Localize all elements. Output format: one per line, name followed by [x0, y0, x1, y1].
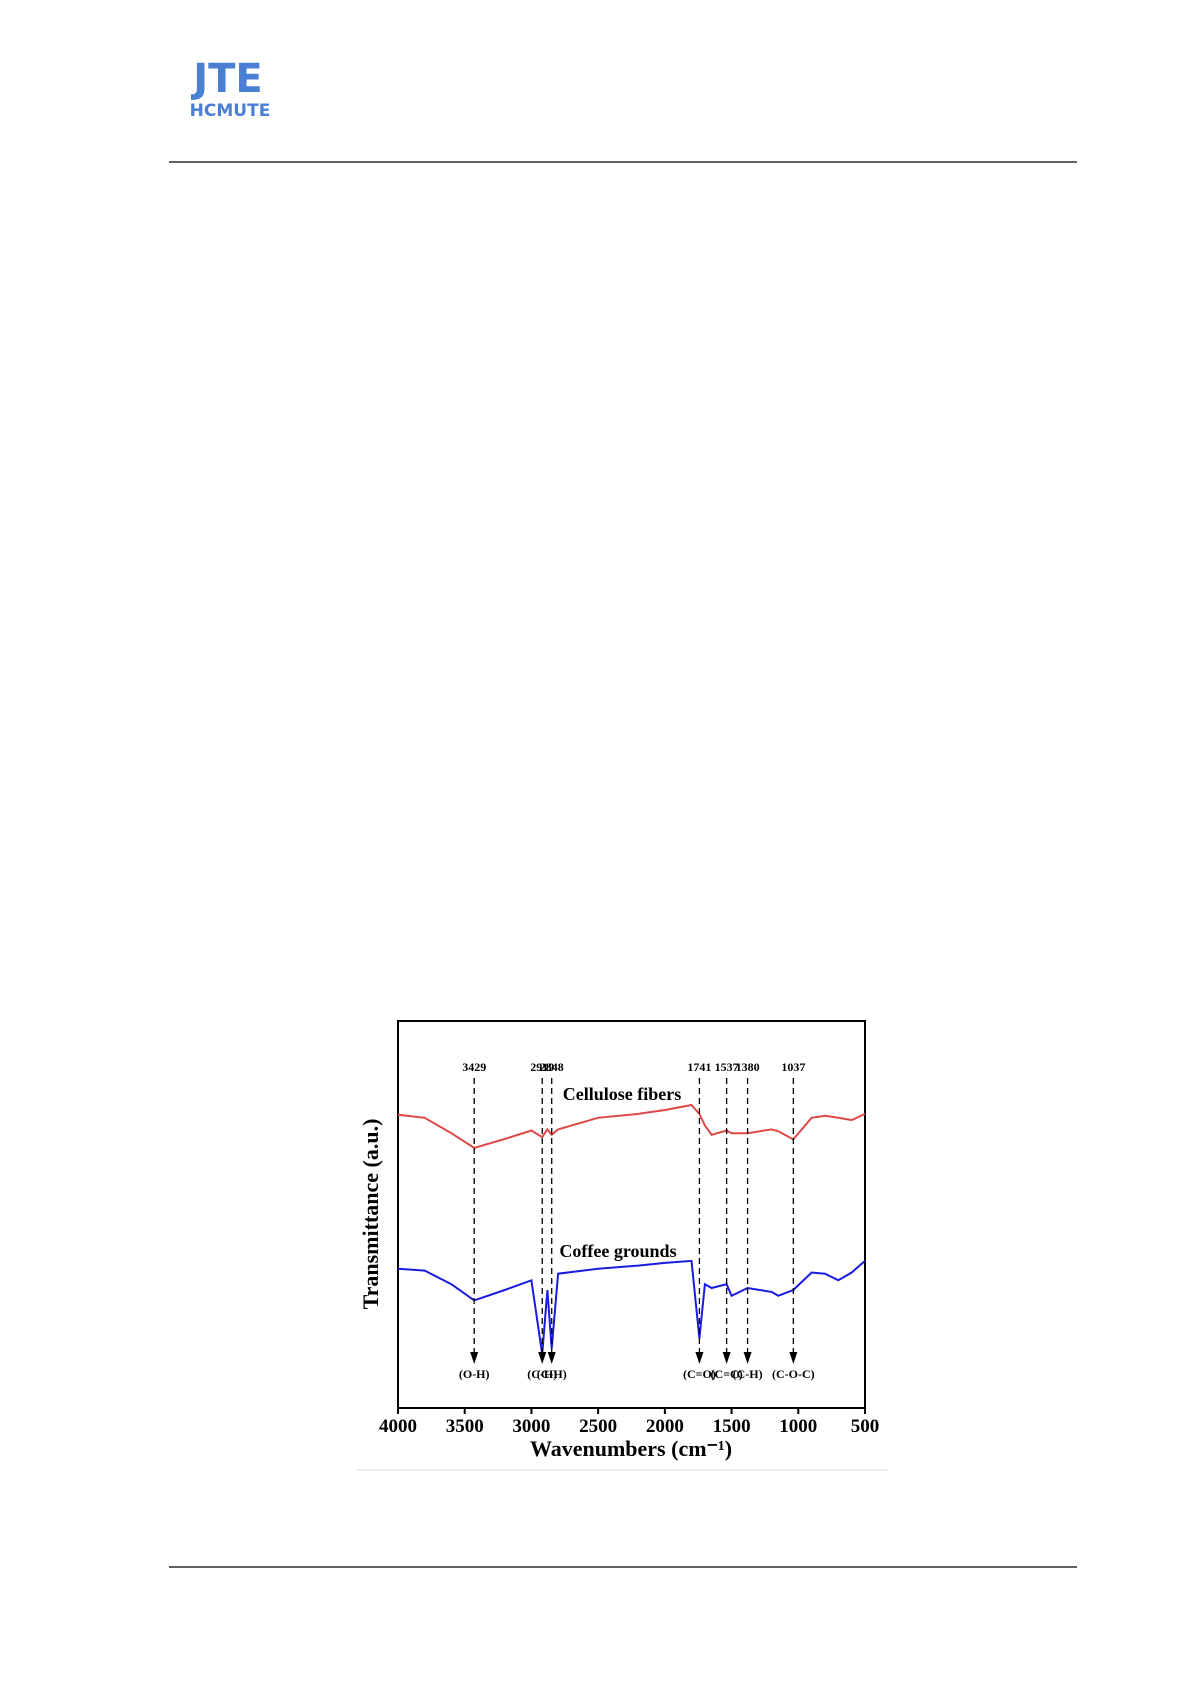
peak-arrow: [789, 1352, 798, 1364]
x-tick-label: 1000: [779, 1416, 817, 1437]
chart: Wavenumbers (cm⁻¹) Transmittance (a.u.) …: [358, 1020, 880, 1461]
peak-label: 1537: [715, 1060, 739, 1074]
bond-label: (C-O-C): [772, 1367, 815, 1381]
x-tick-label: 3000: [512, 1416, 550, 1437]
series-line: [397, 1103, 866, 1149]
peak-arrow: [547, 1352, 556, 1364]
peak-arrow: [538, 1352, 547, 1364]
x-tick-label: 1500: [713, 1416, 751, 1437]
peak-arrow: [695, 1352, 704, 1364]
bond-label: (C=O): [683, 1367, 716, 1381]
bond-label: (O-H): [459, 1367, 490, 1381]
bond-label: (C=C): [711, 1367, 743, 1381]
y-axis-title: Transmittance (a.u.): [358, 1119, 383, 1310]
logo-title: JTE: [190, 56, 263, 102]
series-line: [397, 1259, 866, 1355]
series-label: Cellulose fibers: [563, 1084, 682, 1104]
peak-label: 3429: [462, 1060, 486, 1074]
peak-label: 1037: [781, 1060, 805, 1074]
x-tick-label: 3500: [446, 1416, 484, 1437]
logo-subtitle: HCMUTE: [190, 101, 271, 121]
series-label: Coffee grounds: [559, 1241, 676, 1261]
peak-label: 1380: [736, 1060, 760, 1074]
x-tick-label: 2500: [579, 1416, 617, 1437]
bond-label: (C-H): [527, 1367, 557, 1381]
peak-label: 1741: [687, 1060, 711, 1074]
peak-label: 2919: [530, 1060, 554, 1074]
bond-label: (C-H): [537, 1367, 567, 1381]
x-tick-label: 500: [851, 1416, 880, 1437]
x-tick-label: 2000: [646, 1416, 684, 1437]
peak-arrow: [722, 1352, 731, 1364]
peak-arrow: [470, 1352, 479, 1364]
x-tick-label: 4000: [379, 1416, 417, 1437]
bond-label: (C-H): [733, 1367, 763, 1381]
peak-arrow: [743, 1352, 752, 1364]
x-axis-title: Wavenumbers (cm⁻¹): [530, 1436, 732, 1461]
plot-frame: [397, 1020, 866, 1409]
peak-label: 2848: [540, 1060, 564, 1074]
